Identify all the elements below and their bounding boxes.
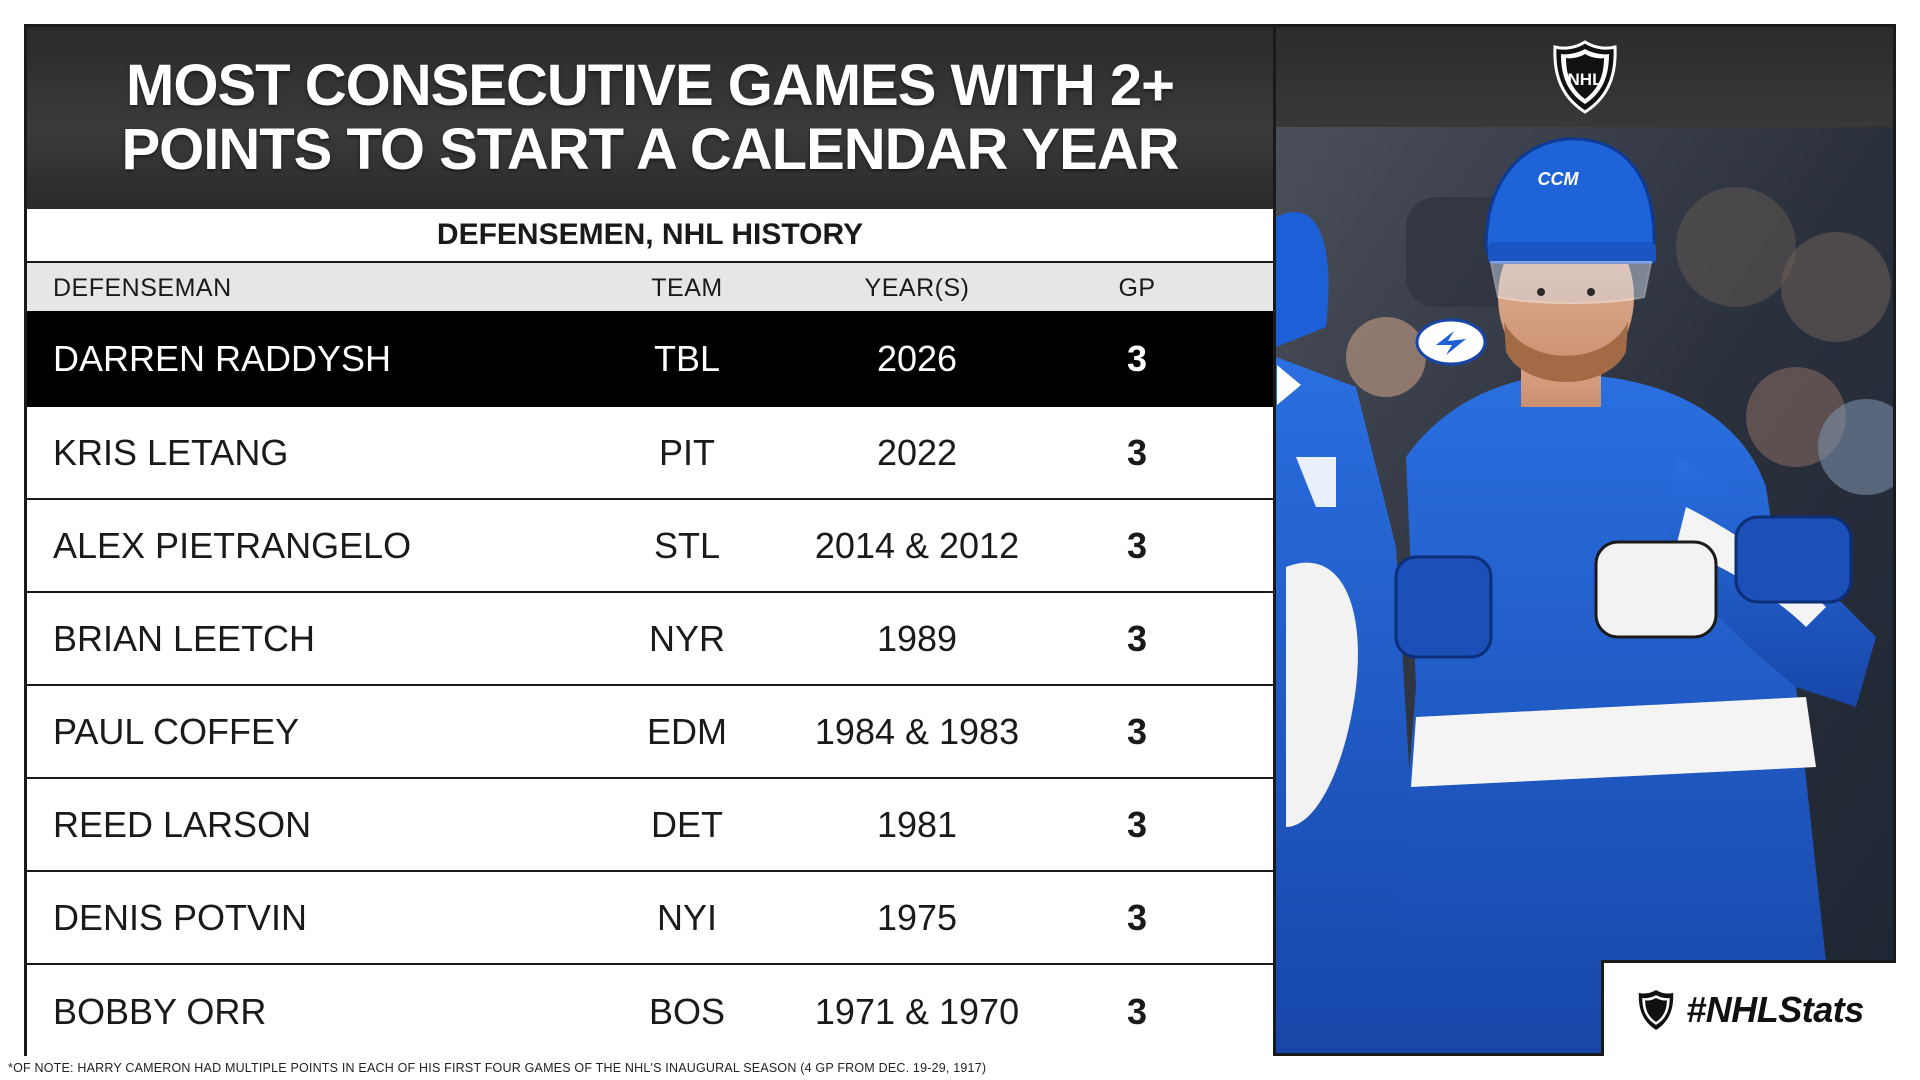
player-team: DET — [651, 803, 723, 845]
logo-bar: NHL — [1276, 27, 1893, 127]
player-name: ALEX PIETRANGELO — [53, 524, 412, 566]
player-years: 1981 — [876, 803, 958, 845]
header-team: TEAM — [651, 274, 723, 302]
table-row-highlighted: DARREN RADDYSH TBL 2026 3 — [27, 311, 1273, 407]
player-gp: 3 — [1126, 617, 1148, 659]
player-name: BRIAN LEETCH — [53, 617, 316, 659]
photo-panel: NHL — [1276, 27, 1893, 1053]
player-name: REED LARSON — [53, 803, 312, 845]
table-row: KRIS LETANG PIT 2022 3 — [27, 407, 1273, 500]
nhl-stats-badge: #NHLStats — [1601, 960, 1896, 1056]
subtitle-bar: DEFENSEMEN, NHL HISTORY — [27, 209, 1273, 263]
player-name: BOBBY ORR — [53, 990, 267, 1032]
player-years: 2022 — [876, 431, 958, 473]
player-years: 1984 & 1983 — [814, 710, 1020, 752]
player-gp: 3 — [1126, 524, 1148, 566]
player-gp: 3 — [1126, 431, 1148, 473]
logo-text: NHL — [1567, 70, 1602, 89]
header-defenseman: DEFENSEMAN — [53, 274, 232, 302]
player-gp: 3 — [1126, 990, 1148, 1032]
subtitle: DEFENSEMEN, NHL HISTORY — [436, 218, 864, 251]
table-body: DARREN RADDYSH TBL 2026 3 KRIS LETANG PI… — [27, 311, 1273, 1058]
hashtag-label: #NHLStats — [1686, 988, 1864, 1030]
player-team: NYR — [648, 617, 725, 659]
table-row: BRIAN LEETCH NYR 1989 3 — [27, 593, 1273, 686]
player-team: BOS — [648, 990, 726, 1032]
header-gp: GP — [1118, 274, 1156, 302]
player-years: 1971 & 1970 — [814, 990, 1020, 1032]
player-photo-illustration: CCM — [1276, 127, 1893, 1053]
player-name: KRIS LETANG — [53, 431, 289, 473]
player-team: STL — [653, 524, 721, 566]
stats-table-panel: MOST CONSECUTIVE GAMES WITH 2+ POINTS TO… — [27, 27, 1273, 1058]
player-name: PAUL COFFEY — [53, 710, 300, 752]
player-years: 2026 — [876, 338, 958, 379]
player-name: DARREN RADDYSH — [53, 338, 392, 379]
table-row: BOBBY ORR BOS 1971 & 1970 3 — [27, 965, 1273, 1058]
player-team: TBL — [653, 338, 721, 379]
player-gp: 3 — [1126, 710, 1148, 752]
player-years: 2014 & 2012 — [814, 524, 1020, 566]
player-photo: CCM — [1276, 127, 1893, 1053]
header-years: YEAR(S) — [864, 274, 970, 302]
table-row: PAUL COFFEY EDM 1984 & 1983 3 — [27, 686, 1273, 779]
player-years: 1975 — [876, 896, 958, 938]
highlight-pointer-icon — [1277, 365, 1301, 405]
table-row: ALEX PIETRANGELO STL 2014 & 2012 3 — [27, 500, 1273, 593]
title-line-1: MOST CONSECUTIVE GAMES WITH 2+ — [126, 53, 1175, 118]
table-row: DENIS POTVIN NYI 1975 3 — [27, 872, 1273, 965]
table-header: DEFENSEMAN TEAM YEAR(S) GP — [27, 263, 1273, 311]
player-gp: 3 — [1126, 803, 1148, 845]
player-team: PIT — [658, 431, 715, 473]
player-gp: 3 — [1126, 338, 1148, 379]
table-row: REED LARSON DET 1981 3 — [27, 779, 1273, 872]
player-team: EDM — [647, 710, 727, 752]
title-line-2: POINTS TO START A CALENDAR YEAR — [121, 117, 1179, 182]
player-gp: 3 — [1126, 896, 1148, 938]
nhl-shield-logo-icon: NHL — [1552, 40, 1617, 114]
footnote: *OF NOTE: HARRY CAMERON HAD MULTIPLE POI… — [8, 1061, 987, 1075]
graphic-frame: MOST CONSECUTIVE GAMES WITH 2+ POINTS TO… — [24, 24, 1896, 1058]
helmet-brand: CCM — [1538, 169, 1580, 189]
nhl-badge-shield-icon — [1638, 989, 1674, 1030]
player-team: NYI — [656, 896, 717, 938]
title-bar: MOST CONSECUTIVE GAMES WITH 2+ POINTS TO… — [27, 27, 1273, 209]
player-years: 1989 — [876, 617, 958, 659]
player-name: DENIS POTVIN — [53, 896, 308, 938]
